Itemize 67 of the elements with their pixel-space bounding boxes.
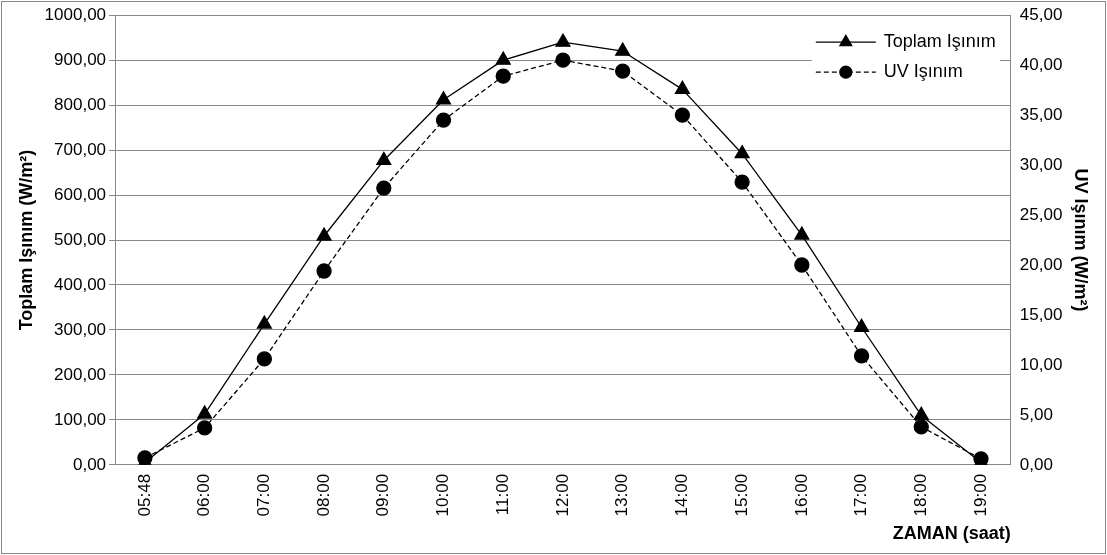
point	[674, 107, 691, 123]
x-tick-label: 17:00	[851, 473, 871, 517]
point	[196, 420, 213, 436]
point	[435, 91, 452, 105]
x-tick-label: 08:00	[313, 473, 333, 517]
x-tick-label: 11:00	[492, 473, 512, 516]
y-tick-label: 300,00	[54, 319, 107, 339]
x-tick-label: 15:00	[731, 473, 751, 517]
y-tick-label: 100,00	[54, 409, 107, 429]
x-axis-title: ZAMAN (saat)	[892, 523, 1011, 544]
point	[734, 174, 750, 190]
x-tick-label: 16:00	[791, 473, 811, 517]
y2-tick-label: 30,00	[1019, 154, 1063, 174]
y2-tick-label: 0,00	[1019, 454, 1053, 474]
x-tick-label: 12:00	[552, 473, 572, 517]
point	[376, 180, 392, 196]
y-tick-label: 0,00	[72, 454, 107, 474]
point	[674, 80, 690, 95]
y2-tick-label: 5,00	[1019, 404, 1053, 424]
x-tick-label: 07:00	[254, 473, 274, 517]
point	[615, 63, 631, 79]
point	[495, 51, 511, 65]
point	[316, 227, 332, 241]
x-tick-label: 13:00	[612, 473, 632, 517]
point	[197, 405, 213, 419]
point	[256, 315, 272, 329]
point	[853, 318, 870, 332]
point	[435, 112, 452, 128]
point	[555, 52, 571, 68]
y-tick-label: 700,00	[54, 139, 107, 159]
y2-tick-label: 10,00	[1019, 354, 1063, 374]
y-tick-label: 900,00	[54, 49, 107, 69]
y-tick-label: 600,00	[54, 184, 107, 204]
point	[256, 351, 272, 367]
point	[495, 68, 511, 84]
point	[913, 406, 929, 421]
y-tick-label: 1000,00	[44, 4, 107, 24]
x-tick-label: 05:48	[134, 473, 154, 517]
x-tick-label: 06:00	[194, 473, 214, 517]
x-tick-label: 10:00	[433, 473, 453, 517]
point	[913, 419, 929, 435]
y2-tick-label: 25,00	[1019, 204, 1063, 224]
y2-tick-label: 20,00	[1019, 254, 1063, 274]
y2-tick-label: 15,00	[1019, 304, 1063, 324]
y-tick-label: 200,00	[54, 364, 107, 384]
point	[555, 33, 571, 47]
y-tick-label: 400,00	[54, 274, 107, 294]
y2-tick-label: 40,00	[1019, 54, 1063, 74]
point	[734, 145, 750, 159]
y-axis-title: Toplam Işınım (W/m²)	[15, 149, 36, 331]
x-tick-label: 09:00	[373, 473, 393, 517]
point	[615, 42, 631, 56]
point	[853, 348, 870, 364]
y-tick-label: 800,00	[54, 94, 107, 114]
point	[794, 226, 810, 240]
x-tick-label: 18:00	[910, 473, 930, 517]
y2-axis-title: UV Işınım (W/m²)	[1071, 168, 1092, 312]
y-tick-label: 500,00	[54, 229, 107, 249]
y2-tick-label: 45,00	[1019, 4, 1063, 24]
x-tick-label: 14:00	[672, 473, 692, 517]
legend-label: UV Işınım	[883, 61, 963, 82]
x-tick-label: 19:00	[970, 473, 990, 517]
y2-tick-label: 35,00	[1019, 104, 1063, 124]
point	[376, 151, 392, 166]
legend-label: Toplam Işınım	[883, 31, 996, 52]
point	[794, 257, 810, 273]
point	[316, 263, 332, 279]
